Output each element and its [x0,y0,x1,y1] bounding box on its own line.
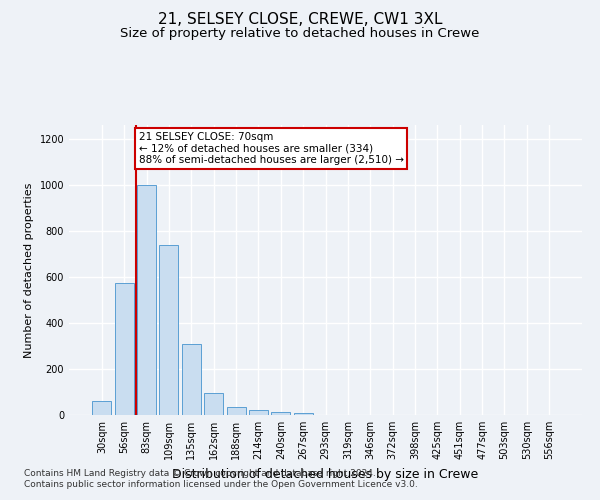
Bar [92,401,112,415]
Text: Contains HM Land Registry data © Crown copyright and database right 2024.: Contains HM Land Registry data © Crown c… [24,468,376,477]
Bar [182,344,201,415]
Bar [115,282,134,415]
Bar [204,393,223,415]
Bar [293,412,313,415]
Bar [227,407,245,415]
Bar [271,412,290,415]
X-axis label: Distribution of detached houses by size in Crewe: Distribution of detached houses by size … [172,468,479,480]
Y-axis label: Number of detached properties: Number of detached properties [24,182,34,358]
Text: Contains public sector information licensed under the Open Government Licence v3: Contains public sector information licen… [24,480,418,489]
Bar [137,185,156,415]
Text: 21, SELSEY CLOSE, CREWE, CW1 3XL: 21, SELSEY CLOSE, CREWE, CW1 3XL [158,12,442,28]
Text: 21 SELSEY CLOSE: 70sqm
← 12% of detached houses are smaller (334)
88% of semi-de: 21 SELSEY CLOSE: 70sqm ← 12% of detached… [139,132,404,165]
Bar [160,244,178,415]
Text: Size of property relative to detached houses in Crewe: Size of property relative to detached ho… [121,28,479,40]
Bar [249,410,268,415]
